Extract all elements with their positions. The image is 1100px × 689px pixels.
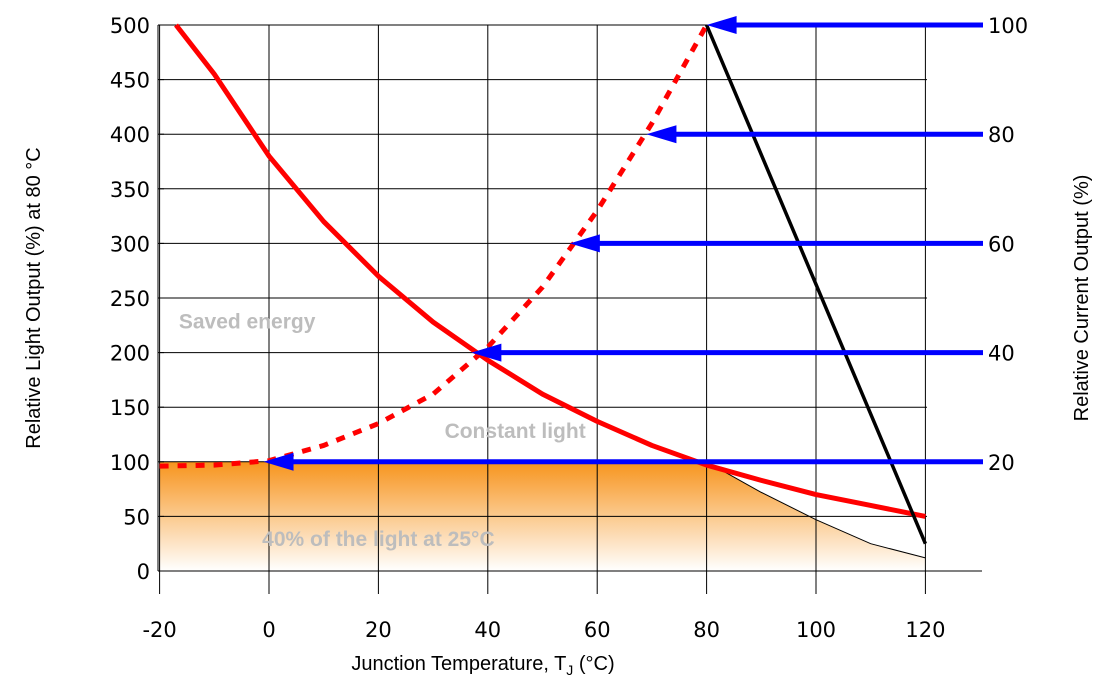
y2-tick-label: 60 (988, 232, 1015, 256)
y2-axis-title: Relative Current Output (%) (1071, 175, 1093, 422)
y-tick-label: 200 (110, 342, 150, 366)
x-tick-label: 40 (474, 618, 501, 642)
y2-tick-label: 100 (988, 14, 1028, 38)
current-arrow-head (263, 452, 294, 471)
y2-tick-label: 40 (988, 342, 1015, 366)
y2-tick-label: 20 (988, 451, 1015, 475)
x-tick-label: 120 (905, 618, 945, 642)
y-axis-title: Relative Light Output (%) at 80 °C (23, 147, 45, 448)
y-tick-label: 300 (110, 232, 150, 256)
text-layer: 0 50 100 150 200 250 300 350 400 450 500 -20 0 20 40 60… (110, 14, 1028, 642)
current-arrow-head (646, 125, 677, 144)
x-tick-label: 20 (365, 618, 392, 642)
x-tick-label: 60 (584, 618, 611, 642)
current-arrow-head (471, 343, 502, 362)
y-tick-label: 500 (110, 14, 150, 38)
y-tick-label: 50 (123, 505, 150, 529)
y-tick-label: 100 (110, 451, 150, 475)
y-tick-label: 400 (110, 123, 150, 147)
y-tick-label: 0 (137, 560, 150, 584)
x-tick-label: 100 (796, 618, 836, 642)
y-tick-label: 450 (110, 69, 150, 93)
x-tick-label: 0 (262, 618, 275, 642)
x-tick-label: 80 (693, 618, 720, 642)
y-tick-label: 250 (110, 287, 150, 311)
region-label: Constant light (445, 420, 586, 443)
derating-line (704, 24, 928, 545)
current-arrow-head (706, 16, 737, 34)
y2-tick-label: 80 (988, 123, 1015, 147)
region-label: 40% of the light at 25°C (262, 528, 494, 551)
current-arrow-head (569, 234, 600, 253)
x-tick-label: -20 (142, 618, 176, 642)
y-tick-label: 150 (110, 396, 150, 420)
light-output-curve (174, 23, 926, 519)
y-tick-label: 350 (110, 178, 150, 202)
required-current-curve (159, 23, 709, 469)
x-axis-title: Junction Temperature, TJ (°C) (351, 653, 614, 678)
arrows-layer (263, 16, 983, 471)
lines-layer (159, 23, 928, 545)
region-label: Saved energy (179, 311, 316, 334)
